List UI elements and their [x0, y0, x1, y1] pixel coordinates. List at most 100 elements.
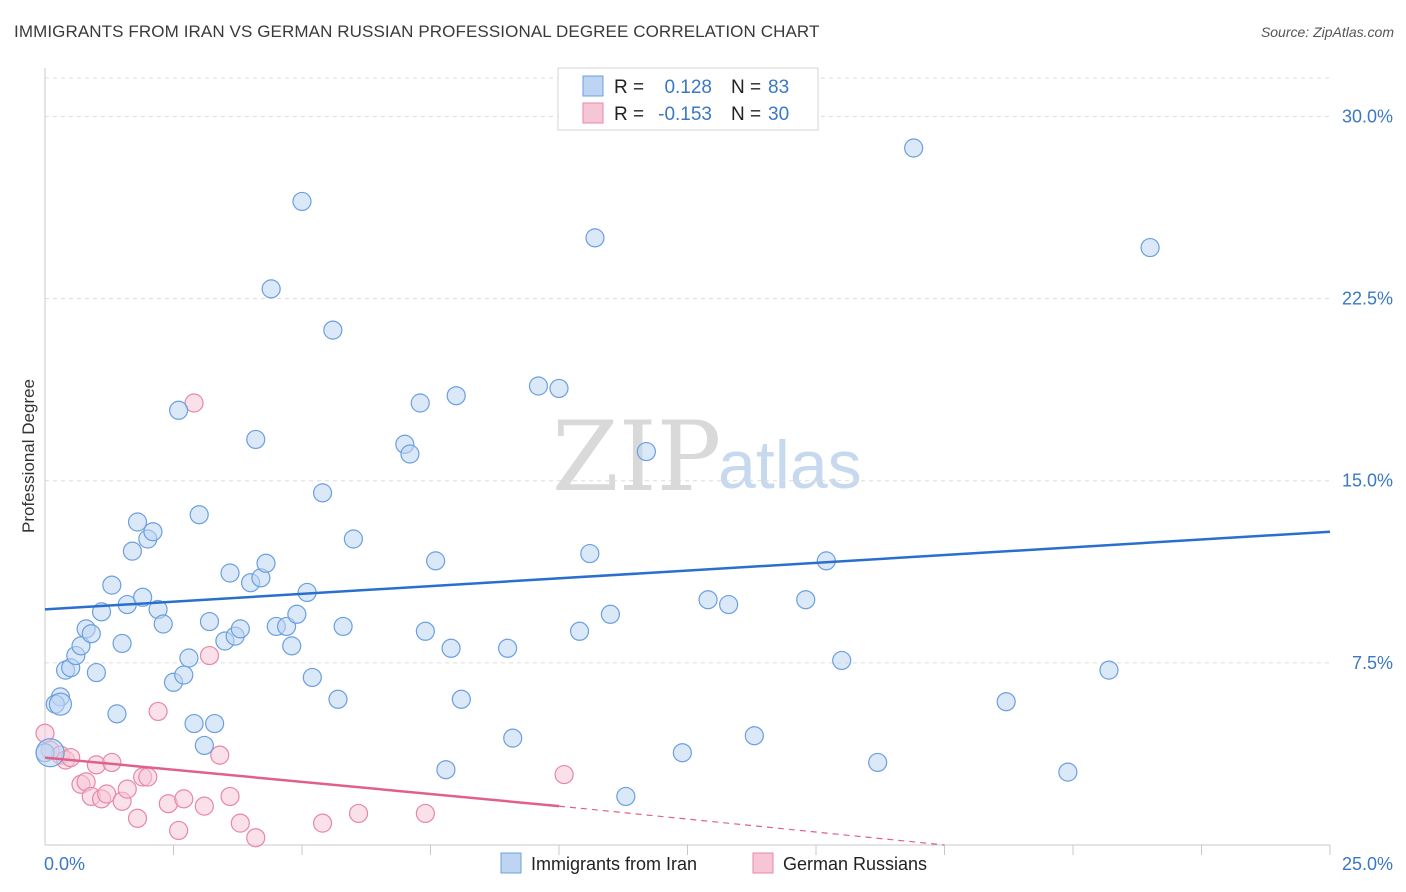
x-tick-label-max: 25.0% [1342, 854, 1393, 874]
iran-point-large-0 [35, 738, 65, 768]
iran-point-30 [205, 713, 225, 734]
iran-point-66 [580, 543, 600, 564]
iran-point-82 [1099, 660, 1119, 680]
x-ticks [173, 845, 1331, 855]
iran-point-62 [503, 728, 523, 748]
german-russians-point-29 [348, 803, 369, 824]
iran-point-59 [446, 386, 466, 406]
iran-point-83 [1140, 237, 1160, 258]
legend-swatch-iran [582, 75, 604, 97]
iran-point-81 [1058, 762, 1078, 782]
iran-point-79 [904, 138, 924, 158]
chart-source: Source: ZipAtlas.com [1260, 24, 1394, 40]
iran-point-70 [636, 441, 656, 462]
legend-r-value-iran: 0.128 [664, 77, 712, 98]
iran-point-28 [194, 735, 214, 756]
german-russians-point-14 [127, 808, 148, 828]
iran-point-9 [86, 662, 107, 683]
iran-point-51 [343, 529, 363, 549]
iran-point-80 [996, 692, 1016, 712]
iran-point-16 [127, 512, 148, 532]
watermark-zip: ZIP [552, 401, 721, 513]
german-russians-point-23 [199, 645, 220, 666]
german-russians-point-31 [554, 764, 574, 785]
iran-point-60 [451, 689, 471, 709]
legend-n-label-german: N = [731, 104, 761, 125]
chart-title: IMMIGRANTS FROM IRAN VS GERMAN RUSSIAN P… [14, 22, 820, 41]
iran-point-15 [122, 541, 142, 561]
iran-point-57 [436, 760, 456, 780]
iran-point-large-1 [48, 692, 73, 716]
iran-point-38 [256, 553, 276, 573]
iran-point-21 [153, 614, 173, 634]
iran-point-49 [328, 689, 348, 709]
iran-point-36 [246, 429, 266, 450]
iran-point-77 [832, 650, 852, 671]
german-russians-point-10 [97, 784, 117, 804]
iran-point-75 [796, 590, 816, 610]
y-tick-label-0: 7.5% [1352, 653, 1393, 673]
y-tick-label-2: 22.5% [1342, 289, 1393, 309]
iran-point-71 [672, 743, 692, 763]
iran-point-8 [81, 624, 101, 644]
german-russians-point-16 [138, 767, 158, 787]
iran-point-63 [528, 376, 549, 396]
iran-point-12 [107, 704, 127, 724]
german-russians-point-17 [148, 701, 168, 722]
legend-r-label-iran: R = [614, 77, 644, 98]
iran-point-47 [312, 483, 333, 503]
german-russians-trend-extension [558, 805, 945, 846]
legend-swatch-german [582, 102, 604, 124]
iran-point-67 [585, 228, 605, 248]
german-russians-point-25 [220, 786, 240, 807]
iran-point-24 [174, 665, 194, 685]
iran-points [35, 138, 1160, 807]
iran-point-61 [498, 638, 518, 658]
iran-point-11 [102, 575, 122, 595]
iran-point-29 [199, 611, 220, 632]
iran-point-55 [415, 621, 435, 641]
iran-point-25 [179, 648, 199, 668]
german-russians-point-21 [184, 393, 204, 413]
bottom-legend-label-german: German Russians [783, 854, 927, 874]
iran-point-50 [333, 616, 353, 637]
iran-point-34 [230, 619, 250, 639]
iran-point-46 [302, 667, 322, 688]
x-tick-label-min: 0.0% [44, 854, 85, 874]
german-russians-point-28 [312, 813, 333, 833]
german-russians-trend-line [44, 756, 560, 808]
watermark-atlas: atlas [718, 427, 862, 503]
bottom-legend-label-iran: Immigrants from Iran [531, 854, 697, 874]
legend-n-label-iran: N = [731, 77, 761, 98]
legend-n-value-iran: 83 [768, 77, 789, 98]
legend-r-label-german: R = [614, 104, 644, 125]
iran-point-19 [143, 522, 163, 542]
iran-point-32 [220, 563, 240, 583]
series-legend: Immigrants from Iran German Russians [500, 852, 927, 874]
iran-point-56 [426, 551, 446, 571]
bottom-legend-swatch-german [752, 852, 774, 874]
y-tick-label-1: 15.0% [1342, 471, 1393, 491]
iran-point-69 [616, 786, 636, 807]
german-russians-point-13 [117, 779, 137, 799]
trend-lines [44, 530, 1331, 846]
german-russians-point-30 [415, 803, 435, 824]
iran-point-65 [569, 621, 590, 641]
iran-point-43 [287, 604, 307, 624]
iran-point-68 [600, 604, 621, 624]
german-russians-point-27 [246, 828, 266, 848]
german-russians-point-26 [230, 813, 250, 833]
legend-n-value-german: 30 [768, 104, 789, 125]
iran-trend-line [44, 530, 1331, 611]
iran-point-72 [698, 590, 718, 610]
iran-point-64 [549, 378, 569, 399]
iran-point-48 [323, 320, 343, 340]
german-russians-point-22 [194, 796, 214, 816]
iran-point-26 [184, 713, 204, 734]
iran-point-54 [410, 393, 430, 413]
iran-point-17 [133, 587, 153, 607]
iran-point-39 [261, 279, 281, 299]
iran-point-42 [282, 636, 302, 656]
y-tick-label-3: 30.0% [1342, 106, 1393, 126]
